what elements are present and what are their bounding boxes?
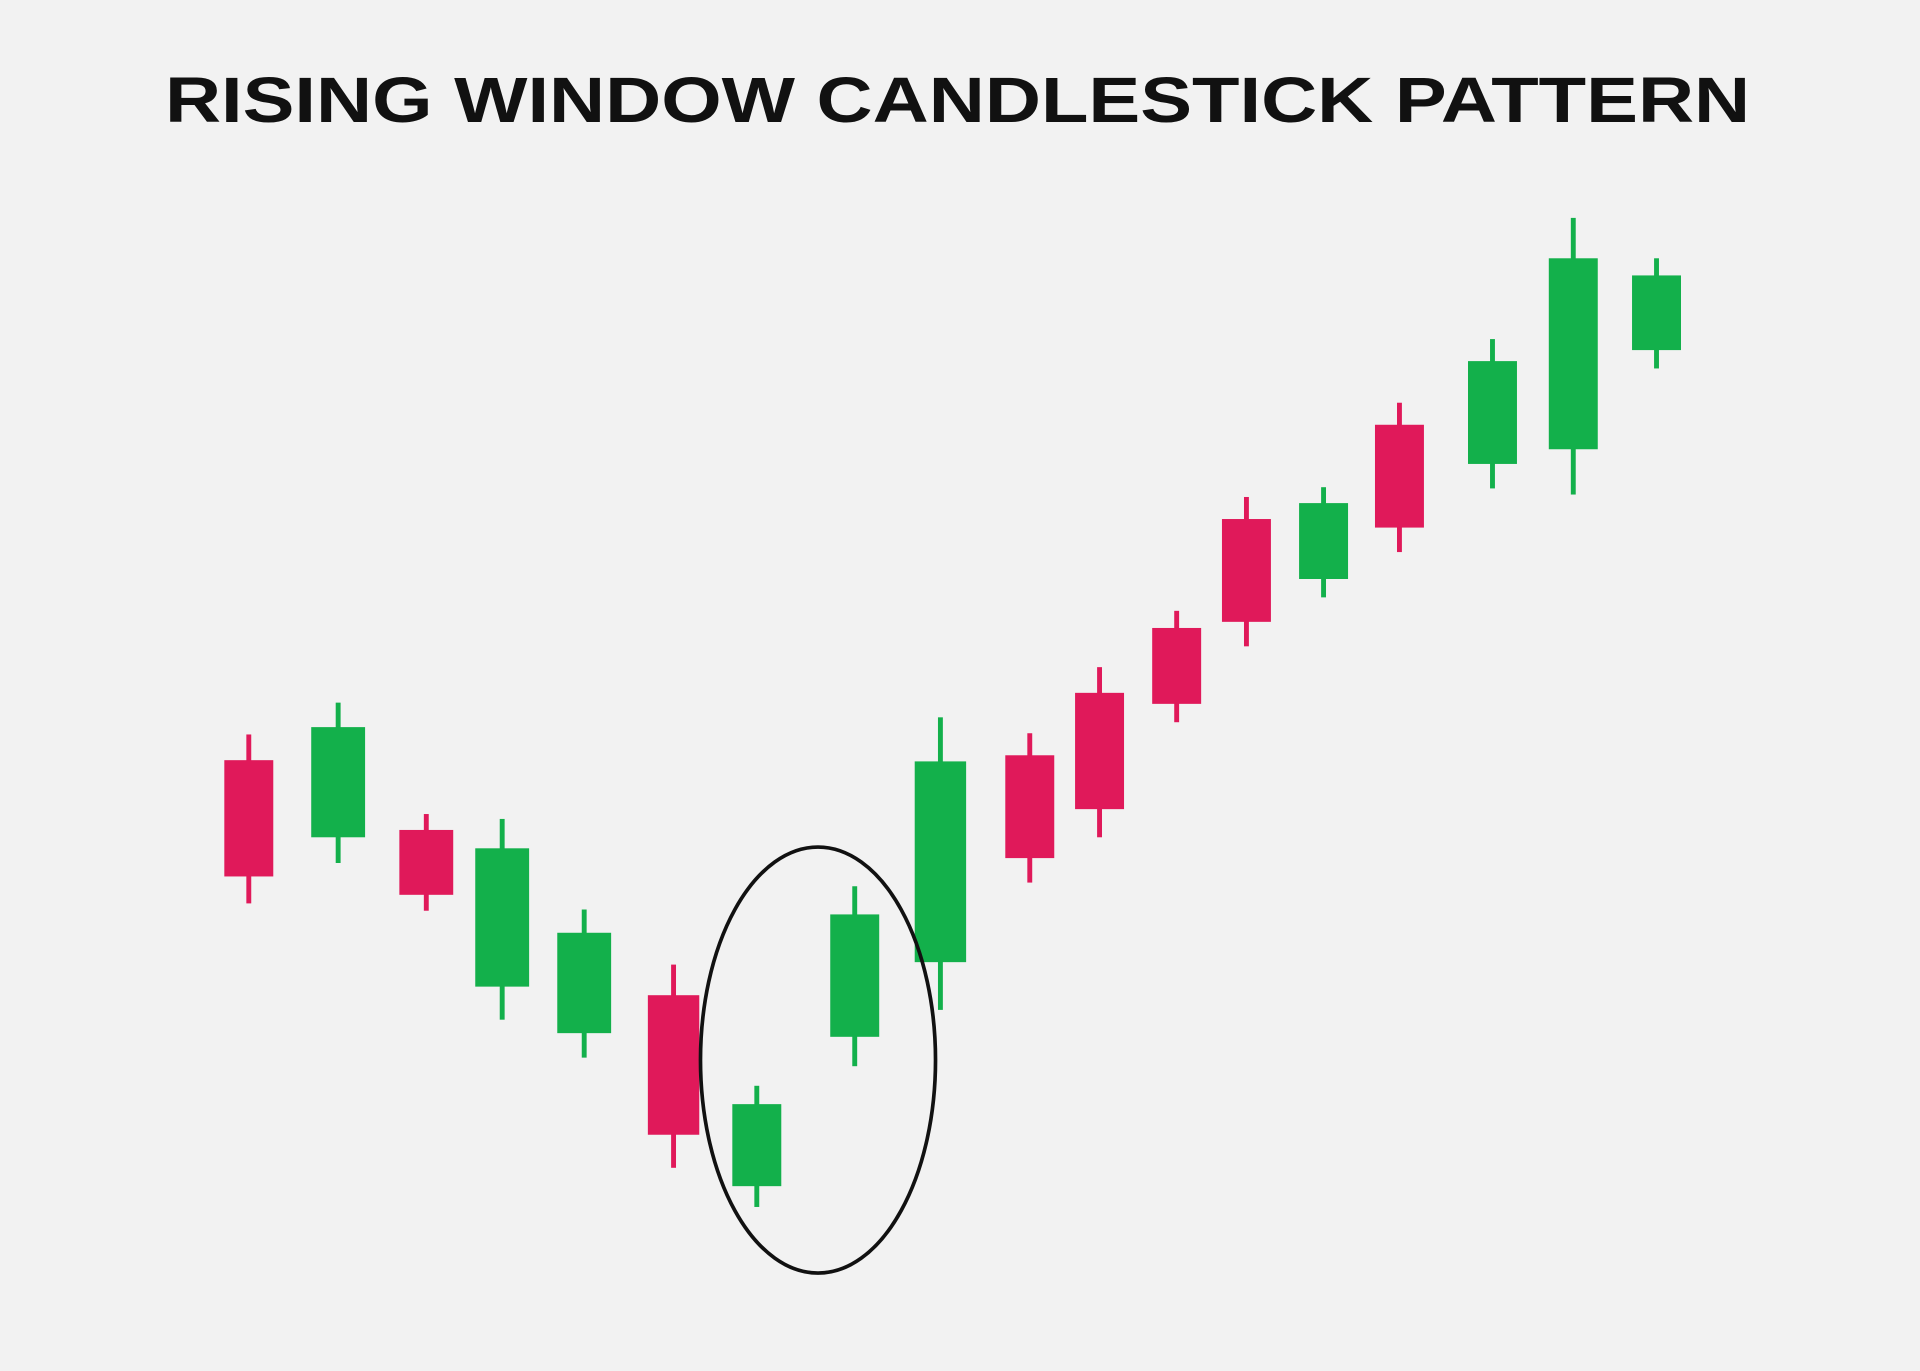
candle-body bbox=[311, 727, 366, 838]
candle-body bbox=[732, 1104, 782, 1187]
candle-body bbox=[475, 848, 530, 987]
candle-body bbox=[1548, 258, 1598, 450]
candle-body bbox=[1374, 424, 1424, 528]
candle-body bbox=[1632, 275, 1681, 351]
pattern-highlight bbox=[698, 845, 938, 1275]
candle-body bbox=[399, 829, 454, 895]
candle-body bbox=[1005, 755, 1055, 859]
candle-body bbox=[557, 932, 612, 1034]
candle-body bbox=[1221, 519, 1271, 622]
candle-body bbox=[1152, 627, 1202, 704]
chart-title: RISING WINDOW CANDLESTICK PATTERN bbox=[165, 65, 1750, 136]
candle-body bbox=[1075, 692, 1125, 810]
candle-body bbox=[224, 760, 274, 877]
candle-body bbox=[1468, 361, 1517, 464]
candle-body bbox=[1299, 503, 1349, 580]
candle-body bbox=[914, 761, 967, 963]
candle-body bbox=[830, 914, 880, 1037]
candle-body bbox=[647, 995, 700, 1135]
